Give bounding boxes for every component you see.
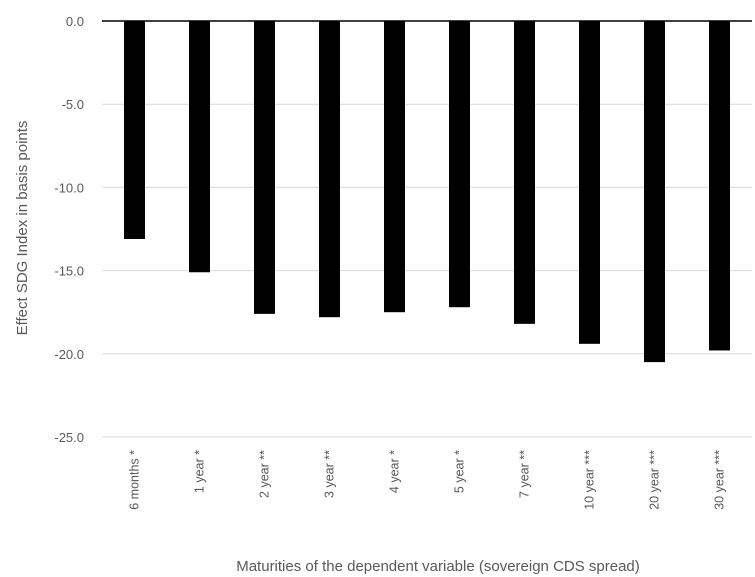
bar bbox=[124, 21, 145, 239]
y-tick-label: -5.0 bbox=[62, 97, 84, 112]
x-tick-label: 4 year * bbox=[388, 450, 402, 493]
bar bbox=[384, 21, 405, 313]
x-tick-label: 1 year * bbox=[193, 450, 207, 493]
bar bbox=[644, 21, 665, 363]
x-tick-label: 5 year * bbox=[453, 450, 467, 493]
y-tick-label: -20.0 bbox=[54, 347, 84, 362]
bars bbox=[124, 21, 730, 363]
y-axis-title: Effect SDG Index in basis points bbox=[14, 121, 31, 336]
x-tick-label: 30 year *** bbox=[713, 450, 727, 510]
x-tick-label: 2 year ** bbox=[258, 450, 272, 498]
x-tick-label: 3 year ** bbox=[323, 450, 337, 498]
bar bbox=[319, 21, 340, 318]
bar bbox=[189, 21, 210, 273]
y-axis-tick-labels: 0.0 -5.0 -10.0 -15.0 -20.0 -25.0 bbox=[54, 14, 84, 445]
x-tick-label: 10 year *** bbox=[583, 450, 597, 510]
x-axis-title: Maturities of the dependent variable (so… bbox=[236, 558, 640, 575]
x-tick-label: 7 year ** bbox=[518, 450, 532, 498]
y-tick-label: 0.0 bbox=[66, 14, 84, 29]
bar bbox=[449, 21, 470, 308]
bar bbox=[514, 21, 535, 324]
x-axis-tick-labels: 6 months * 1 year * 2 year ** 3 year ** 4 ye… bbox=[128, 450, 727, 510]
y-tick-label: -25.0 bbox=[54, 430, 84, 445]
y-tick-label: -15.0 bbox=[54, 264, 84, 279]
y-tick-label: -10.0 bbox=[54, 180, 84, 195]
bar bbox=[579, 21, 600, 344]
bar bbox=[254, 21, 275, 314]
x-tick-label: 6 months * bbox=[128, 450, 142, 510]
x-tick-label: 20 year *** bbox=[648, 450, 662, 510]
gridlines bbox=[102, 103, 752, 438]
bar bbox=[709, 21, 730, 351]
